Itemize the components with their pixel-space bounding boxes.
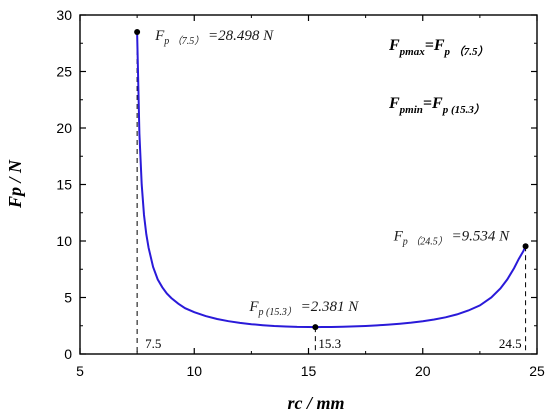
y-tick-label: 0 — [64, 346, 72, 362]
x-axis-title: rc / mm — [288, 393, 345, 413]
foot-label: 7.5 — [145, 336, 161, 351]
series-line — [136, 31, 527, 329]
data-point — [522, 243, 529, 250]
point-annotation: Fp (15.3） =2.381 N — [248, 299, 359, 318]
x-tick-label: 20 — [415, 363, 431, 379]
data-point — [312, 324, 319, 331]
foot-label: 24.5 — [499, 336, 522, 351]
point-annotation: Fp （7.5） =28.498 N — [154, 28, 274, 47]
x-tick-label: 5 — [76, 363, 84, 379]
y-axis-title: Fp / N — [5, 159, 25, 209]
y-tick-label: 20 — [56, 120, 72, 136]
drop-lines — [136, 31, 527, 354]
x-tick-label: 10 — [186, 363, 202, 379]
annotation-labels: 7.5 15.3 24.5 Fp （7.5） =28.498 N Fp (15.3） =… — [145, 28, 521, 351]
y-tick-label: 10 — [56, 233, 72, 249]
fpmin-annotation: Fpmin=Fp (15.3） — [388, 95, 485, 116]
data-point — [134, 28, 141, 35]
point-annotation: Fp （24.5） =9.534 N — [393, 228, 511, 247]
y-tick-label: 15 — [56, 177, 72, 193]
y-tick-label: 30 — [56, 7, 72, 23]
fpmax-annotation: Fpmax=Fp （7.5） — [388, 37, 489, 58]
x-tick-label: 15 — [301, 363, 317, 379]
y-tick-label: 25 — [56, 64, 72, 80]
x-tick-label: 25 — [529, 363, 545, 379]
y-tick-label: 5 — [64, 290, 72, 306]
foot-label: 15.3 — [318, 336, 341, 351]
data-points — [134, 28, 529, 331]
